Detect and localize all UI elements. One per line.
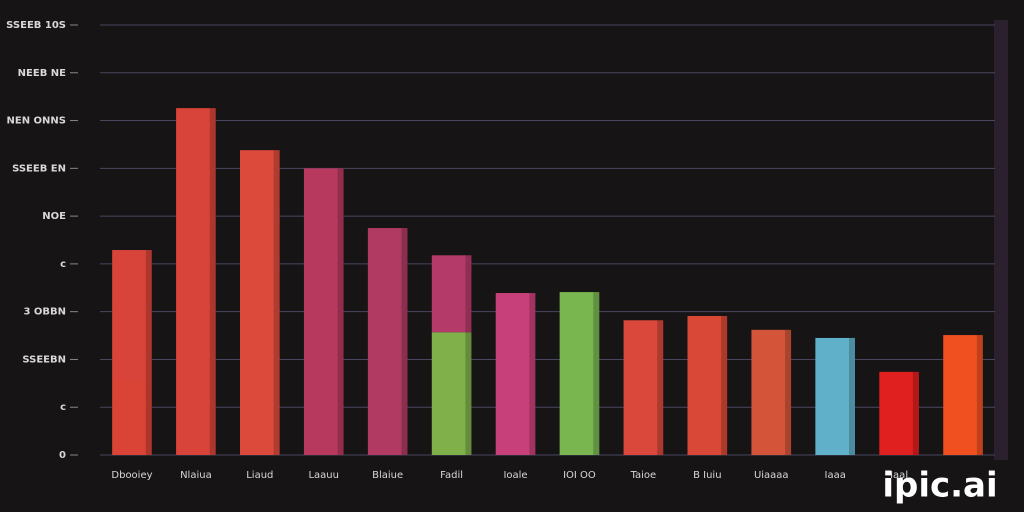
x-tick-label: Uiaaaa <box>754 470 789 481</box>
bar-side <box>848 337 855 455</box>
bar-side <box>145 250 152 380</box>
bar-side <box>721 315 728 455</box>
bar <box>815 337 855 455</box>
x-tick-label: Fadil <box>440 470 463 481</box>
x-tick-label: Iaal <box>890 470 908 481</box>
x-tick-label: IOI OO <box>563 470 596 481</box>
y-tick-label: 3 OBBN <box>23 307 66 318</box>
bar-side <box>209 108 216 455</box>
bar <box>559 292 600 455</box>
bar <box>495 293 536 455</box>
bar-side <box>273 150 280 455</box>
bar-side <box>657 320 664 455</box>
y-tick-label: c <box>60 402 66 413</box>
y-tick-label: 0 <box>59 450 66 461</box>
x-tick-label: Liaud <box>246 470 273 481</box>
bar-side <box>145 379 152 455</box>
y-tick-label: SSEEB 10S <box>6 20 66 31</box>
bar-side <box>529 293 536 455</box>
bar-side <box>465 255 472 333</box>
x-tick-label: B Iuiu <box>693 470 721 481</box>
x-tick-label: Ioale <box>503 470 527 481</box>
bar-side <box>465 332 472 455</box>
bar <box>751 329 792 455</box>
y-tick-label: NOE <box>42 211 66 222</box>
bar <box>112 250 152 380</box>
x-tick-label: Laauu <box>308 470 339 481</box>
bar <box>431 332 472 455</box>
bar <box>879 371 919 455</box>
x-tick-label: Iaaa <box>825 470 846 481</box>
x-tick-label: Dbooiey <box>111 470 152 481</box>
y-tick-label: c <box>60 259 66 270</box>
bar <box>303 168 344 456</box>
y-tick-label: NEEB NE <box>18 68 67 79</box>
bar <box>431 255 472 333</box>
bar-side <box>976 335 983 455</box>
y-tick-label: SSEEBN <box>22 354 66 365</box>
x-tick-label: Blaiue <box>372 470 403 481</box>
bar <box>112 379 152 455</box>
bar-side <box>401 228 408 455</box>
x-tick-label: Taioe <box>630 470 657 481</box>
side-strip <box>994 20 1008 460</box>
y-tick-label: SSEEB EN <box>12 163 66 174</box>
bar-side <box>337 168 344 456</box>
bar-side <box>912 371 919 455</box>
bar <box>240 150 280 455</box>
watermark: ipic.ai <box>882 466 997 506</box>
bar <box>943 335 983 455</box>
bar <box>176 108 216 455</box>
bar-side <box>593 292 600 455</box>
bar-side <box>785 329 792 455</box>
y-tick-label: NEN ONNS <box>7 116 67 127</box>
bar <box>367 228 408 455</box>
bar <box>687 315 728 455</box>
x-tick-label: Nlaiua <box>180 470 212 481</box>
bar <box>623 320 664 455</box>
